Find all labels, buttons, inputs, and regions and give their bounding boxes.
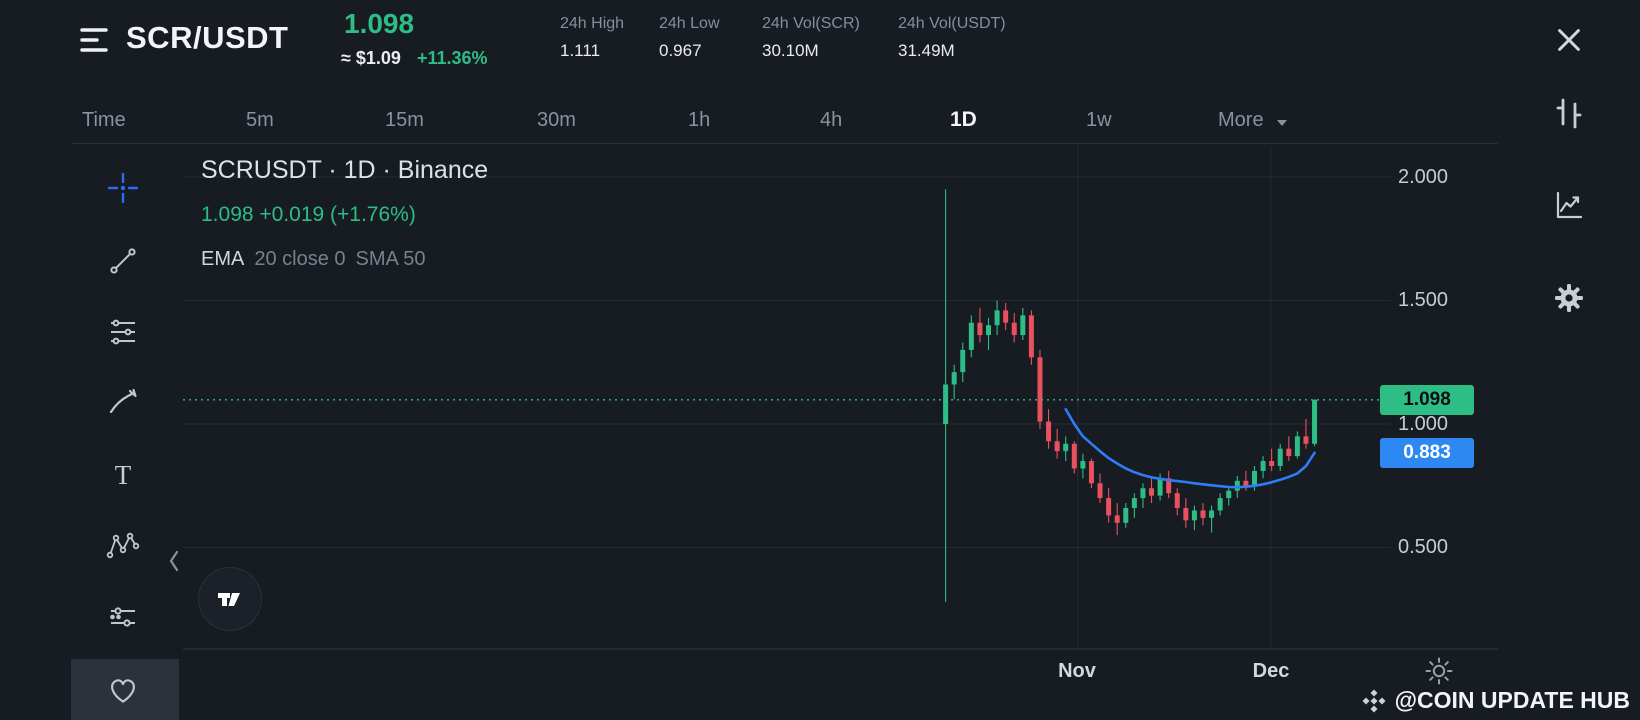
chart-legend-title: SCRUSDT · 1D · Binance (201, 156, 489, 184)
gear-icon (1555, 284, 1583, 312)
ma-value-badge: 0.883 (1380, 438, 1474, 468)
last-price: 1.098 (344, 8, 415, 39)
crosshair-icon (107, 172, 139, 204)
close-button[interactable] (1551, 22, 1587, 58)
xabcd-pattern-icon (106, 532, 140, 559)
sun-icon (1425, 657, 1453, 685)
indicators-button[interactable] (1551, 95, 1587, 131)
projection-tool-button[interactable] (105, 600, 141, 636)
interval-tabs: Time 5m 15m 30m 1h 4h 1D 1w More (0, 100, 1640, 144)
stat-24h-vol-usdt: 24h Vol(USDT) 31.49M (898, 15, 1006, 60)
chevron-left-icon (169, 550, 179, 572)
y-axis-label: 1.500 (1398, 289, 1449, 311)
ema-params: 20 close 0 (254, 248, 346, 270)
menu-icon (80, 28, 108, 52)
brush-tool-button[interactable] (105, 384, 141, 420)
crosshair-tool-button[interactable] (105, 170, 141, 206)
svg-text:T: T (115, 460, 132, 490)
text-tool-icon: T (115, 460, 132, 490)
x-axis-label-dec: Dec (1252, 660, 1290, 682)
pair-title: SCR/USDT (126, 20, 289, 55)
fiat-price: ≈ $1.09 (341, 48, 401, 68)
y-axis-label: 2.000 (1398, 166, 1449, 188)
chart-legend-indicators: EMA 20 close 0 SMA 50 (201, 248, 426, 271)
indicators-icon (1556, 98, 1582, 129)
binance-diamond-icon (1362, 689, 1386, 712)
tab-more[interactable]: More (1218, 100, 1288, 141)
active-tool-highlight (71, 659, 179, 720)
chart-style-button[interactable] (1551, 188, 1587, 224)
toolbar-collapse-handle[interactable] (168, 545, 184, 577)
horizontal-lines-icon (111, 319, 135, 345)
xabcd-pattern-tool-button[interactable] (105, 528, 141, 564)
heart-icon (111, 679, 135, 703)
change-percent: +11.36% (416, 48, 488, 68)
chart-legend-price: 1.098 +0.019 (+1.76%) (201, 203, 416, 226)
tradingview-logo (198, 567, 262, 631)
tab-30m[interactable]: 30m (537, 109, 576, 131)
sma-label: SMA 50 (355, 248, 426, 270)
brightness-button[interactable] (1421, 653, 1457, 689)
tab-1w[interactable]: 1w (1086, 109, 1112, 131)
fib-lines-tool-button[interactable] (105, 314, 141, 350)
tabs-divider (71, 143, 1498, 144)
trend-line-tool-button[interactable] (105, 243, 141, 279)
trend-line-icon (110, 248, 136, 274)
tradingview-icon (218, 593, 240, 606)
brush-icon (109, 388, 137, 414)
text-tool-button[interactable]: T (105, 457, 141, 493)
stat-24h-low: 24h Low 0.967 (659, 15, 720, 60)
y-axis-label: 1.000 (1398, 413, 1449, 435)
ema-label: EMA (201, 248, 245, 270)
y-axis-label: 0.500 (1398, 536, 1449, 558)
tab-time[interactable]: Time (82, 109, 126, 131)
settings-button[interactable] (1551, 280, 1587, 316)
close-icon (1558, 29, 1580, 51)
emoji-tool-button[interactable] (105, 672, 141, 708)
tab-5m[interactable]: 5m (246, 109, 274, 131)
line-chart-icon (1556, 191, 1583, 219)
watermark-text: @COIN UPDATE HUB (1394, 687, 1630, 713)
tab-15m[interactable]: 15m (385, 109, 424, 131)
menu-button[interactable] (76, 22, 112, 58)
last-price-badge: 1.098 (1380, 385, 1474, 415)
sliders-icon (110, 607, 135, 627)
chevron-down-icon (1276, 101, 1288, 141)
stat-24h-high: 24h High 1.111 (560, 15, 625, 60)
tab-1h[interactable]: 1h (688, 109, 711, 131)
x-axis-label-nov: Nov (1058, 660, 1096, 682)
tab-1d[interactable]: 1D (950, 108, 977, 131)
watermark: @COIN UPDATE HUB (1362, 687, 1630, 714)
tab-4h[interactable]: 4h (820, 109, 843, 131)
stat-24h-vol-scr: 24h Vol(SCR) 30.10M (762, 15, 860, 60)
